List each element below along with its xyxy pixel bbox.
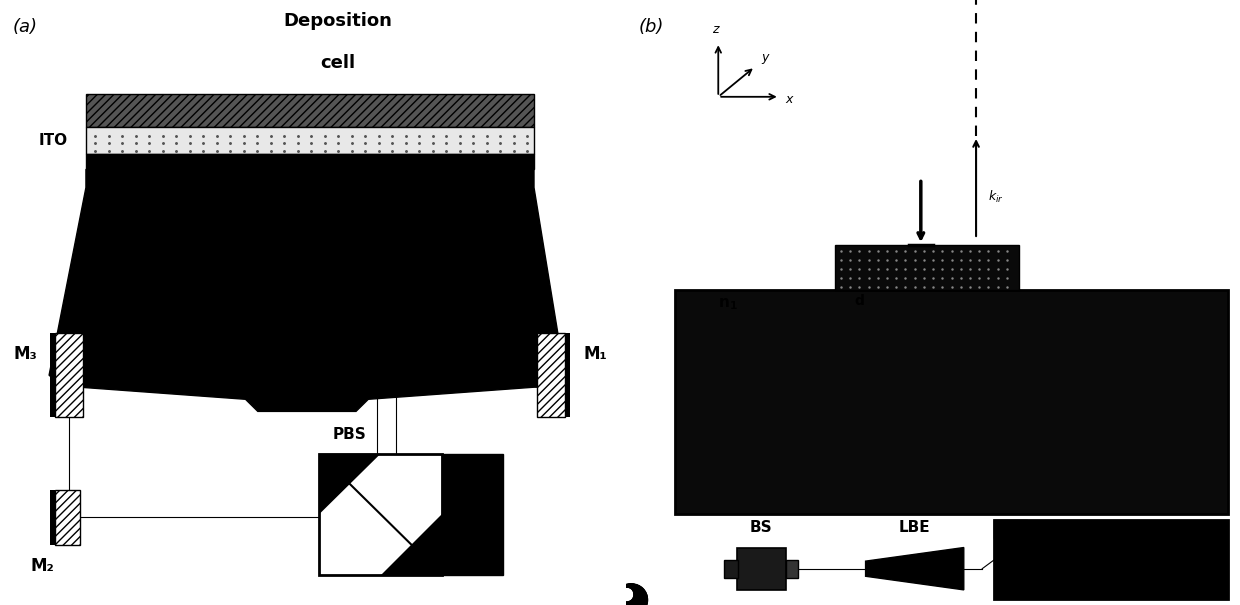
Text: $k_{ir}$: $k_{ir}$ — [988, 189, 1004, 204]
Bar — [86, 154, 534, 169]
Circle shape — [615, 584, 646, 605]
Circle shape — [620, 588, 631, 600]
Bar — [835, 245, 1019, 290]
Circle shape — [616, 585, 647, 605]
Circle shape — [614, 584, 645, 605]
Polygon shape — [866, 548, 963, 590]
Bar — [319, 454, 441, 575]
Circle shape — [621, 589, 634, 601]
Polygon shape — [50, 169, 564, 411]
Text: (a): (a) — [12, 18, 37, 36]
Text: LBE: LBE — [899, 520, 930, 535]
Text: BS: BS — [750, 520, 773, 535]
Text: $\mathbf{d}$: $\mathbf{d}$ — [854, 293, 864, 309]
Bar — [51, 333, 56, 417]
Polygon shape — [381, 514, 441, 575]
Circle shape — [616, 585, 647, 605]
Circle shape — [616, 586, 647, 605]
Bar — [724, 560, 738, 578]
Circle shape — [615, 584, 646, 605]
Circle shape — [619, 589, 630, 600]
Circle shape — [618, 589, 629, 600]
Text: $\mathbf{n_1}$: $\mathbf{n_1}$ — [718, 296, 738, 312]
Circle shape — [620, 588, 632, 600]
Circle shape — [616, 584, 647, 605]
Circle shape — [621, 588, 632, 600]
Bar — [737, 548, 786, 590]
Text: M₃: M₃ — [14, 345, 37, 363]
Bar — [56, 333, 83, 417]
Text: x: x — [786, 93, 794, 106]
Text: y: y — [761, 51, 769, 64]
Bar — [441, 454, 503, 575]
Circle shape — [615, 584, 645, 605]
Bar — [564, 333, 569, 417]
Bar — [56, 490, 79, 544]
Text: PBS: PBS — [334, 427, 367, 442]
Circle shape — [615, 584, 646, 605]
Circle shape — [619, 589, 631, 600]
Bar — [86, 94, 534, 127]
Bar — [537, 333, 564, 417]
Bar — [86, 127, 534, 154]
Bar — [786, 560, 799, 578]
Text: ITO: ITO — [38, 133, 67, 148]
Circle shape — [616, 584, 647, 605]
Circle shape — [613, 584, 644, 605]
Bar — [51, 490, 56, 544]
Circle shape — [616, 584, 647, 605]
Bar — [676, 290, 1228, 514]
Circle shape — [621, 590, 632, 601]
Circle shape — [620, 589, 631, 601]
Polygon shape — [319, 454, 381, 514]
Text: M₁: M₁ — [583, 345, 606, 363]
Circle shape — [621, 589, 632, 601]
Text: cell: cell — [320, 54, 355, 73]
Circle shape — [621, 589, 632, 600]
Circle shape — [621, 588, 632, 600]
Circle shape — [620, 589, 631, 600]
Text: M₂: M₂ — [31, 557, 55, 575]
Circle shape — [615, 585, 646, 605]
Bar — [994, 520, 1027, 538]
Text: Deposition: Deposition — [283, 12, 392, 30]
Text: (b): (b) — [639, 18, 663, 36]
Bar — [994, 520, 1228, 599]
Text: z: z — [712, 24, 718, 36]
